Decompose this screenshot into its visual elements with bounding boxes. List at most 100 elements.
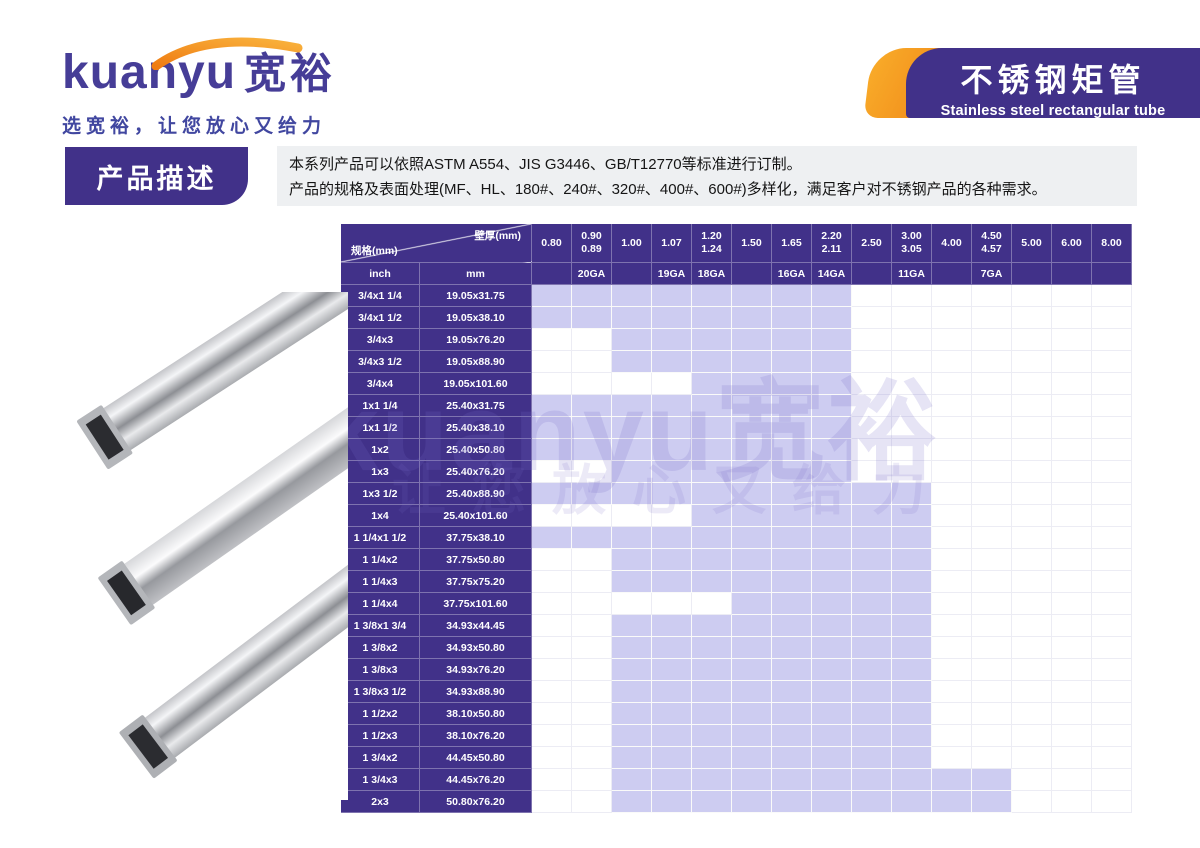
size-available-cell [732,725,772,747]
size-available-cell [892,769,932,791]
size-available-cell [692,461,732,483]
size-unavailable-cell [1012,571,1052,593]
spec-mm: 44.45x50.80 [420,747,532,769]
size-available-cell [692,549,732,571]
gauge-cell [932,263,972,285]
spec-mm: 50.80x76.20 [420,791,532,813]
size-unavailable-cell [932,329,972,351]
spec-inch: 2x3 [341,791,420,813]
size-unavailable-cell [572,659,612,681]
size-unavailable-cell [1012,549,1052,571]
size-available-cell [572,307,612,329]
size-unavailable-cell [972,637,1012,659]
size-available-cell [772,417,812,439]
size-available-cell [732,703,772,725]
size-available-cell [532,417,572,439]
spec-table: 壁厚(mm) 规格(mm) 0.80 0.90 0.89 1.00 1.07 1.20 1.… [341,224,1132,813]
size-available-cell [652,747,692,769]
size-unavailable-cell [1092,681,1132,703]
size-unavailable-cell [1012,527,1052,549]
size-unavailable-cell [972,703,1012,725]
size-unavailable-cell [1052,439,1092,461]
size-available-cell [852,791,892,813]
thickness-header: 4.00 [932,224,972,263]
gauge-cell [532,263,572,285]
thickness-header: 5.00 [1012,224,1052,263]
thickness-header: 8.00 [1092,224,1132,263]
spec-mm: 34.93x76.20 [420,659,532,681]
corner-label-thickness: 壁厚(mm) [474,230,521,242]
size-unavailable-cell [1012,417,1052,439]
size-unavailable-cell [612,373,652,395]
description-line-1: 本系列产品可以依照ASTM A554、JIS G3446、GB/T12770等标… [289,156,802,173]
size-available-cell [652,659,692,681]
size-available-cell [612,307,652,329]
size-unavailable-cell [1092,483,1132,505]
size-available-cell [532,285,572,307]
size-unavailable-cell [612,505,652,527]
size-unavailable-cell [1092,329,1132,351]
logo-text-cn: 宽裕 [244,50,337,97]
size-available-cell [892,593,932,615]
size-available-cell [652,703,692,725]
size-available-cell [852,659,892,681]
size-unavailable-cell [572,725,612,747]
size-available-cell [732,307,772,329]
size-available-cell [612,351,652,373]
thickness-header: 2.50 [852,224,892,263]
size-available-cell [612,571,652,593]
spec-mm: 38.10x50.80 [420,703,532,725]
brand-logo: kuanyu 宽裕 选宽裕，让您放心又给力 [62,37,337,138]
size-unavailable-cell [572,461,612,483]
size-unavailable-cell [1012,769,1052,791]
size-available-cell [652,549,692,571]
size-available-cell [692,747,732,769]
size-available-cell [852,549,892,571]
size-unavailable-cell [572,703,612,725]
size-available-cell [692,703,732,725]
size-available-cell [532,307,572,329]
size-available-cell [572,395,612,417]
size-available-cell [732,439,772,461]
size-available-cell [812,527,852,549]
size-unavailable-cell [852,417,892,439]
size-available-cell [972,791,1012,813]
size-unavailable-cell [1012,351,1052,373]
size-available-cell [532,395,572,417]
size-unavailable-cell [1092,571,1132,593]
thickness-header: 0.80 [532,224,572,263]
size-available-cell [892,571,932,593]
size-unavailable-cell [532,549,572,571]
size-unavailable-cell [1052,593,1092,615]
size-unavailable-cell [652,373,692,395]
size-unavailable-cell [932,351,972,373]
size-available-cell [612,439,652,461]
size-available-cell [572,439,612,461]
size-unavailable-cell [1092,505,1132,527]
size-available-cell [652,527,692,549]
spec-mm: 25.40x76.20 [420,461,532,483]
size-unavailable-cell [1052,351,1092,373]
spec-mm: 34.93x44.45 [420,615,532,637]
size-unavailable-cell [532,769,572,791]
size-available-cell [772,395,812,417]
size-available-cell [652,615,692,637]
size-unavailable-cell [892,351,932,373]
size-available-cell [612,483,652,505]
size-available-cell [852,593,892,615]
thickness-header: 4.50 4.57 [972,224,1012,263]
size-unavailable-cell [572,747,612,769]
size-unavailable-cell [932,395,972,417]
size-unavailable-cell [532,747,572,769]
size-available-cell [772,285,812,307]
size-unavailable-cell [532,351,572,373]
size-unavailable-cell [1012,461,1052,483]
size-unavailable-cell [1092,659,1132,681]
size-unavailable-cell [572,637,612,659]
product-banner: 不锈钢矩管 Stainless steel rectangular tube [906,48,1200,119]
gauge-cell: 14GA [812,263,852,285]
size-unavailable-cell [1012,593,1052,615]
spec-mm: 37.75x38.10 [420,527,532,549]
thickness-header: 1.00 [612,224,652,263]
size-unavailable-cell [1012,747,1052,769]
